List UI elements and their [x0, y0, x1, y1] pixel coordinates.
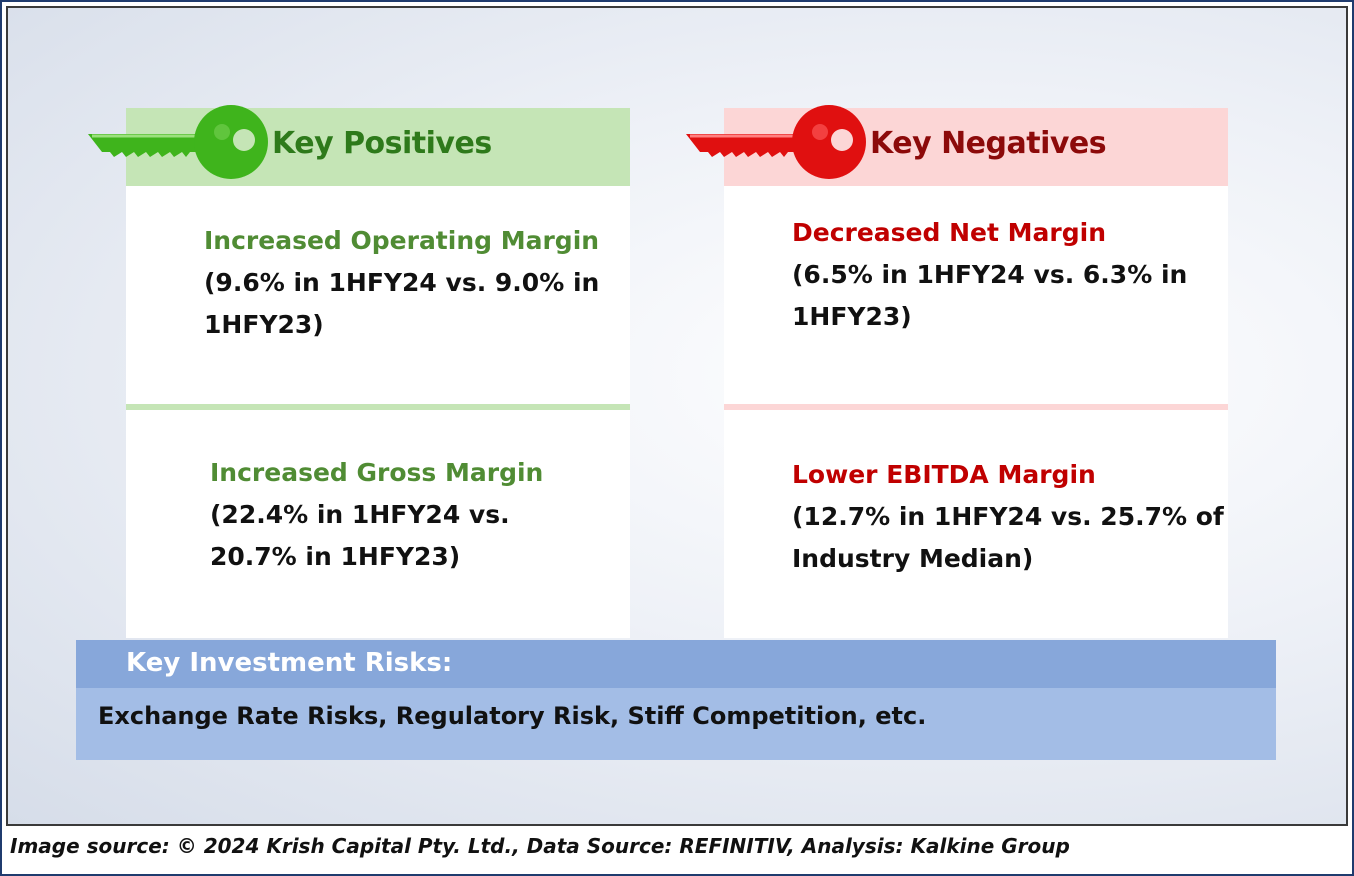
key-negatives-title: Key Negatives	[870, 126, 1107, 161]
positive-item-2: Increased Gross Margin (22.4% in 1HFY24 …	[126, 410, 630, 638]
red-key-icon	[686, 105, 866, 179]
key-investment-risks-header: Key Investment Risks:	[76, 640, 1276, 688]
positive-item-2-detail: (22.4% in 1HFY24 vs. 20.7% in 1HFY23)	[210, 494, 510, 578]
infographic-canvas: Key Positives Increased Operating Margin…	[6, 6, 1348, 826]
key-positives-title: Key Positives	[272, 126, 492, 161]
key-investment-risks-title: Key Investment Risks:	[126, 648, 453, 678]
key-investment-risks-panel: Key Investment Risks: Exchange Rate Risk…	[76, 640, 1276, 760]
negative-item-1-title: Decreased Net Margin	[792, 218, 1106, 247]
negative-item-2-title: Lower EBITDA Margin	[792, 460, 1096, 489]
positives-divider	[126, 404, 630, 410]
positive-item-2-line2: 20.7% in 1HFY23)	[210, 542, 461, 571]
positive-item-1: Increased Operating Margin (9.6% in 1HFY…	[126, 186, 630, 404]
positive-item-1-line2: 1HFY23)	[204, 310, 324, 339]
positive-item-1-title: Increased Operating Margin	[204, 226, 600, 255]
key-positives-panel: Key Positives Increased Operating Margin…	[88, 105, 630, 638]
negative-item-2-detail: (12.7% in 1HFY24 vs. 25.7% of Industry M…	[792, 496, 1224, 580]
negative-item-1-detail: (6.5% in 1HFY24 vs. 6.3% in 1HFY23)	[792, 254, 1187, 338]
negatives-divider	[724, 404, 1228, 410]
negative-item-1: Decreased Net Margin (6.5% in 1HFY24 vs.…	[724, 186, 1228, 404]
key-positives-header: Key Positives	[88, 105, 630, 186]
negative-item-1-line1: (6.5% in 1HFY24 vs. 6.3% in	[792, 260, 1188, 289]
negative-item-2: Lower EBITDA Margin (12.7% in 1HFY24 vs.…	[724, 410, 1228, 638]
positive-item-2-title: Increased Gross Margin	[210, 458, 544, 487]
negative-item-1-line2: 1HFY23)	[792, 302, 912, 331]
key-negatives-panel: Key Negatives Decreased Net Margin (6.5%…	[686, 105, 1228, 638]
green-key-icon	[88, 105, 268, 179]
positive-item-1-detail: (9.6% in 1HFY24 vs. 9.0% in 1HFY23)	[204, 262, 599, 346]
positive-item-1-line1: (9.6% in 1HFY24 vs. 9.0% in	[204, 268, 600, 297]
key-negatives-header: Key Negatives	[686, 105, 1228, 186]
positive-item-2-line1: (22.4% in 1HFY24 vs.	[210, 500, 510, 529]
negative-item-2-line1: (12.7% in 1HFY24 vs. 25.7% of	[792, 502, 1224, 531]
negative-item-2-line2: Industry Median)	[792, 544, 1034, 573]
image-source-caption: Image source: © 2024 Krish Capital Pty. …	[10, 834, 1070, 858]
key-investment-risks-text: Exchange Rate Risks, Regulatory Risk, St…	[98, 702, 927, 730]
